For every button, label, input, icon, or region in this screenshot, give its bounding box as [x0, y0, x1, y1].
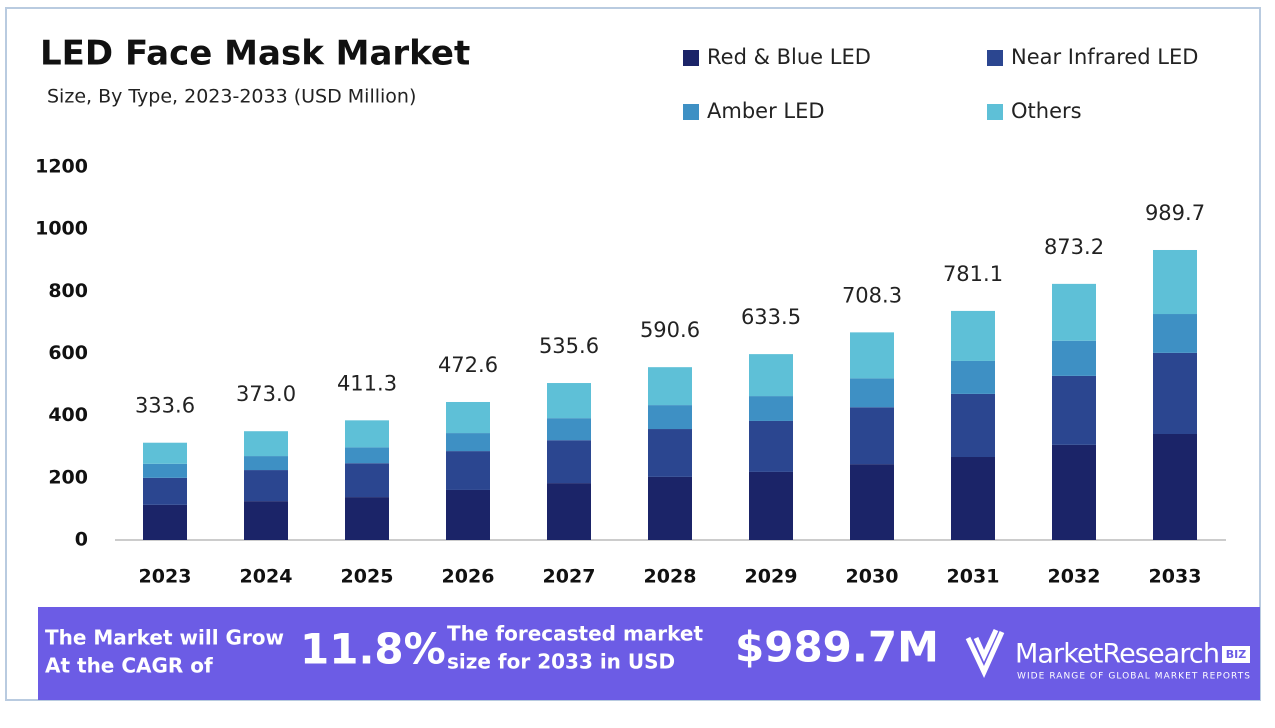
x-tick-label: 2027 [543, 566, 596, 588]
y-tick-label: 0 [75, 529, 88, 551]
bar-segment [1153, 314, 1197, 353]
x-tick-label: 2026 [442, 566, 495, 588]
bar-segment [648, 429, 692, 477]
bar-segment [850, 464, 894, 540]
legend-swatch [987, 50, 1003, 66]
bar-segment [143, 477, 187, 505]
bar-segment [749, 420, 793, 472]
bar-segment [547, 483, 591, 540]
bar-segment [951, 393, 995, 458]
bar-segment [850, 332, 894, 379]
bar-segment [143, 442, 187, 464]
total-label: 535.6 [539, 334, 599, 358]
y-tick-label: 200 [48, 466, 88, 488]
footer-text: At the CAGR of [45, 654, 213, 678]
total-label: 708.3 [842, 283, 902, 307]
bar-segment [850, 407, 894, 465]
bar-segment [345, 463, 389, 498]
bar-segment [143, 463, 187, 478]
x-tick-label: 2032 [1048, 566, 1101, 588]
bar-segment [547, 418, 591, 441]
bar-segment [749, 396, 793, 421]
bar-segment [951, 360, 995, 394]
bar-segment [1153, 249, 1197, 315]
x-tick-label: 2024 [240, 566, 293, 588]
bar-segment [345, 447, 389, 464]
total-label: 989.7 [1145, 201, 1205, 225]
total-label: 373.0 [236, 382, 296, 406]
bar-segment [648, 405, 692, 430]
brand-tag-box [1222, 646, 1250, 663]
bar-segment [446, 433, 490, 452]
total-label: 590.6 [640, 318, 700, 342]
legend-label: Red & Blue LED [707, 45, 871, 69]
y-tick-label: 1000 [35, 218, 88, 240]
bar-segment [244, 456, 288, 471]
bar-segment [1153, 434, 1197, 540]
brand: MarketResearch [1015, 639, 1220, 670]
bar-segment [345, 497, 389, 540]
y-tick-label: 400 [48, 404, 88, 426]
bar-segment [951, 310, 995, 361]
x-tick-label: 2025 [341, 566, 394, 588]
legend-swatch [683, 104, 699, 120]
legend-swatch [683, 50, 699, 66]
bar-segment [446, 489, 490, 540]
bar-segment [1052, 375, 1096, 445]
x-tick-label: 2030 [846, 566, 899, 588]
chart-title: LED Face Mask Market [40, 34, 470, 74]
legend-label: Amber LED [707, 99, 825, 123]
bar-segment [749, 471, 793, 540]
x-tick-label: 2028 [644, 566, 697, 588]
y-tick-label: 800 [48, 280, 88, 302]
bar-segment [547, 383, 591, 419]
bar-segment [345, 420, 389, 448]
footer-text: The Market will Grow [45, 626, 284, 650]
footer-text: size for 2033 in USD [447, 650, 675, 674]
bar-segment [850, 378, 894, 408]
brand-tag: BIZ [1226, 648, 1246, 661]
bar-segment [1153, 352, 1197, 435]
bar-segment [547, 440, 591, 484]
bar-segment [244, 431, 288, 457]
bar-segment [648, 476, 692, 540]
bar-segment [749, 354, 793, 397]
bar-segment [648, 367, 692, 406]
total-label: 333.6 [135, 394, 195, 418]
footer-text: The forecasted market [447, 622, 703, 646]
bar-segment [446, 401, 490, 434]
x-tick-label: 2031 [947, 566, 1000, 588]
bar-segment [244, 501, 288, 540]
logo-icon [965, 628, 1005, 678]
legend-swatch [987, 104, 1003, 120]
legend-label: Others [1011, 99, 1082, 123]
tagline: WIDE RANGE OF GLOBAL MARKET REPORTS [1017, 672, 1250, 682]
total-label: 472.6 [438, 353, 498, 377]
total-label: 873.2 [1044, 235, 1104, 259]
total-label: 781.1 [943, 262, 1003, 286]
chart-subtitle: Size, By Type, 2023-2033 (USD Million) [47, 86, 416, 108]
bar-segment [1052, 340, 1096, 376]
bar-segment [143, 504, 187, 540]
footer-cagr: 11.8% [300, 625, 446, 674]
bar-segment [244, 470, 288, 502]
frame [5, 7, 1261, 701]
y-tick-label: 1200 [35, 156, 88, 178]
bar-segment [951, 457, 995, 540]
footer-band [38, 607, 1260, 700]
legend-label: Near Infrared LED [1011, 45, 1198, 69]
bar-segment [1052, 444, 1096, 540]
y-tick-label: 600 [48, 342, 88, 364]
footer-forecast: $989.7M [735, 623, 939, 672]
bar-segment [1052, 283, 1096, 341]
total-label: 411.3 [337, 371, 397, 395]
x-tick-label: 2023 [139, 566, 192, 588]
x-tick-label: 2033 [1149, 566, 1202, 588]
x-tick-label: 2029 [745, 566, 798, 588]
bar-segment [446, 451, 490, 490]
total-label: 633.5 [741, 305, 801, 329]
